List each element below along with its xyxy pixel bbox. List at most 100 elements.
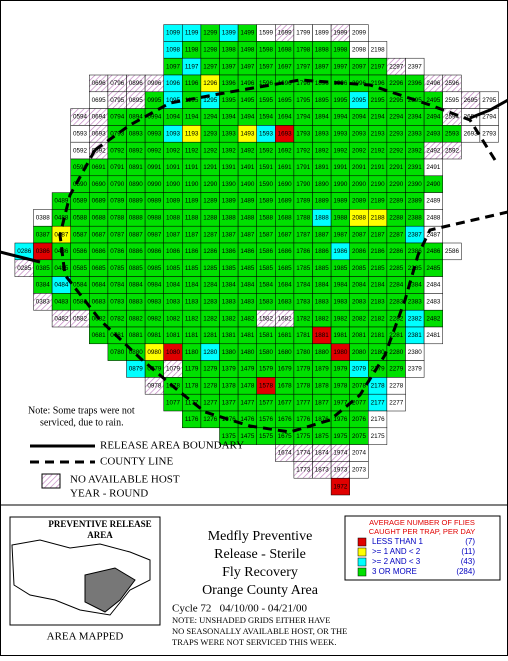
cell-label: 1884 [315,282,330,289]
cell-label: 2795 [482,97,497,104]
cell-label: 1183 [185,298,199,305]
cell-label: 1381 [222,332,237,339]
grid-cell [442,141,462,160]
cell-label: 0793 [110,130,125,137]
cell-label: 0587 [73,231,88,238]
cell-label: 2586 [445,248,460,255]
bottom-note: NOTE: UNSHADED GRIDS EITHER HAVE [172,615,331,625]
cell-label: 1593 [259,130,274,137]
cell-label: 2493 [426,130,441,137]
cell-label: 1280 [203,349,218,356]
cell-label: 0892 [129,147,144,154]
cell-label: 1377 [222,399,237,406]
cell-label: 1993 [333,130,348,137]
cell-label: 1598 [259,46,274,53]
cell-label: 0691 [92,164,107,171]
cell-label: 1685 [278,265,293,272]
cell-label: 0584 [73,282,88,289]
cell-label: 1395 [222,97,237,104]
cell-label: 0881 [129,332,144,339]
cell-label: 1873 [315,466,330,473]
grid-cell [405,360,425,378]
legend-label: >= 1 AND < 2 [372,547,421,556]
cell-label: 0988 [147,214,162,221]
cell-label: 2176 [371,416,386,423]
cell-label: 0791 [110,164,125,171]
note: Note: Some traps were not [28,405,135,416]
cell-label: 1980 [333,349,348,356]
cell-label: 1387 [222,231,237,238]
cell-label: 1875 [315,433,330,440]
cell-label: 1293 [203,130,218,137]
cell-label: 2083 [352,298,367,305]
cell-label: 1187 [185,231,199,238]
cell-label: 0694 [92,114,107,121]
cell-label: 1885 [315,265,330,272]
cell-label: 1292 [203,147,218,154]
cell-label: 1995 [333,97,348,104]
cell-label: 1486 [240,248,255,255]
cell-label: 0589 [73,198,88,205]
cell-label: 0582 [73,315,88,322]
cell-label: 2180 [371,349,386,356]
cell-label: 1283 [203,298,218,305]
cell-label: 2281 [389,332,404,339]
cell-label: 2793 [482,130,497,137]
cell-label: 0482 [54,315,69,322]
cell-label: 0489 [54,198,69,205]
cell-label: 1776 [296,416,311,423]
cell-label: 1590 [259,181,274,188]
cell-label: 1876 [315,416,330,423]
cell-label: 2289 [389,198,404,205]
cell-label: 1686 [278,248,293,255]
cell-label: 1579 [259,366,274,373]
cell-label: 2094 [352,114,367,121]
cell-label: 1394 [222,114,237,121]
cell-label: 1194 [185,114,199,121]
cell-label: 2286 [389,248,404,255]
cell-label: 2097 [352,63,367,70]
cell-label: 1882 [315,315,330,322]
cell-label: 0980 [147,349,162,356]
cell-label: 1084 [166,282,181,289]
cell-label: 2175 [371,433,386,440]
cell-label: 1498 [240,46,255,53]
legend-swatch [357,567,367,577]
cell-label: 1196 [185,80,199,87]
cell-label: 1284 [203,282,218,289]
cell-label: 1396 [222,80,237,87]
cell-label: 1389 [222,198,237,205]
cell-label: 1093 [166,130,181,137]
cell-label: 0889 [129,198,144,205]
cell-label: 0592 [73,147,88,154]
cell-label: 1098 [166,46,181,53]
cell-label: 0681 [92,332,107,339]
cell-label: 2090 [352,181,367,188]
cell-label: 1888 [315,214,330,221]
cell-label: 0590 [73,181,88,188]
cell-label: 1276 [203,416,218,423]
cell-label: 2297 [389,63,404,70]
cell-label: 0695 [92,97,107,104]
cell-label: 1190 [185,181,199,188]
cell-label: 0894 [129,114,144,121]
cell-label: 0786 [110,248,125,255]
grid-cell [330,477,350,496]
cell-label: 2073 [352,466,367,473]
cell-label: 2290 [389,181,404,188]
cell-label: 2389 [408,198,423,205]
cell-label: 1193 [185,130,199,137]
cell-label: 0583 [73,298,88,305]
cell-label: 2294 [389,114,404,121]
cell-label: 1696 [278,80,293,87]
cell-label: 2190 [371,181,386,188]
cell-label: 1383 [222,298,237,305]
cell-label: 1898 [315,46,330,53]
cell-label: 2075 [352,433,367,440]
cell-label: 1492 [240,147,255,154]
cell-label: 2098 [352,46,367,53]
cell-label: 1999 [333,30,348,37]
cell-label: 1198 [185,46,199,53]
cell-label: 1975 [333,433,348,440]
cell-label: 1489 [240,198,255,205]
